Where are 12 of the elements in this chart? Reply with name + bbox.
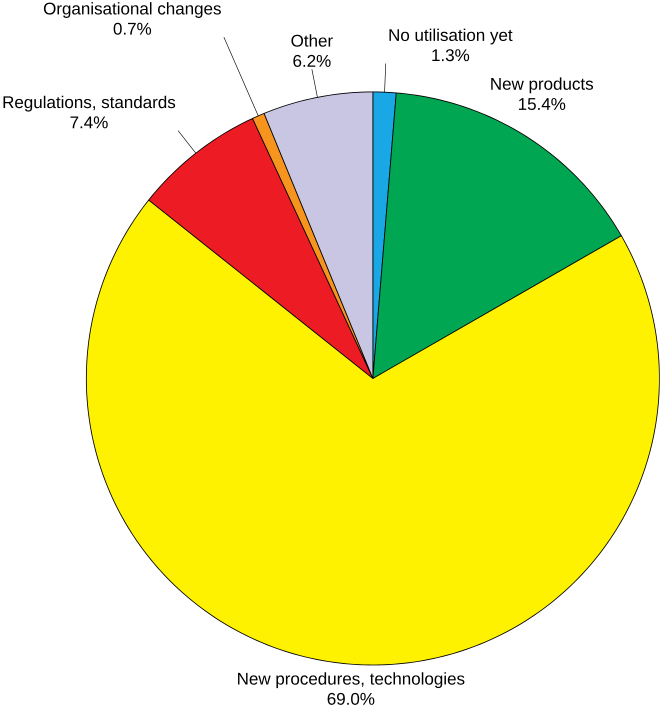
- data-label: 15.4%: [519, 98, 566, 110]
- slice-label: No utilisation yet: [390, 28, 513, 44]
- data-label: 69.0%: [328, 692, 374, 705]
- slice-label: New procedures, technologies: [238, 672, 464, 688]
- data-label: 1.3%: [432, 49, 470, 62]
- data-label: 0.7%: [114, 22, 152, 35]
- data-label: 7.4%: [70, 116, 108, 128]
- slice-label: New products: [491, 77, 594, 94]
- data-label: 6.2%: [293, 54, 331, 67]
- slice-label: Regulations, standards: [4, 96, 176, 112]
- slice-label: Other: [292, 34, 333, 47]
- slice-label: Organisational changes: [44, 2, 221, 18]
